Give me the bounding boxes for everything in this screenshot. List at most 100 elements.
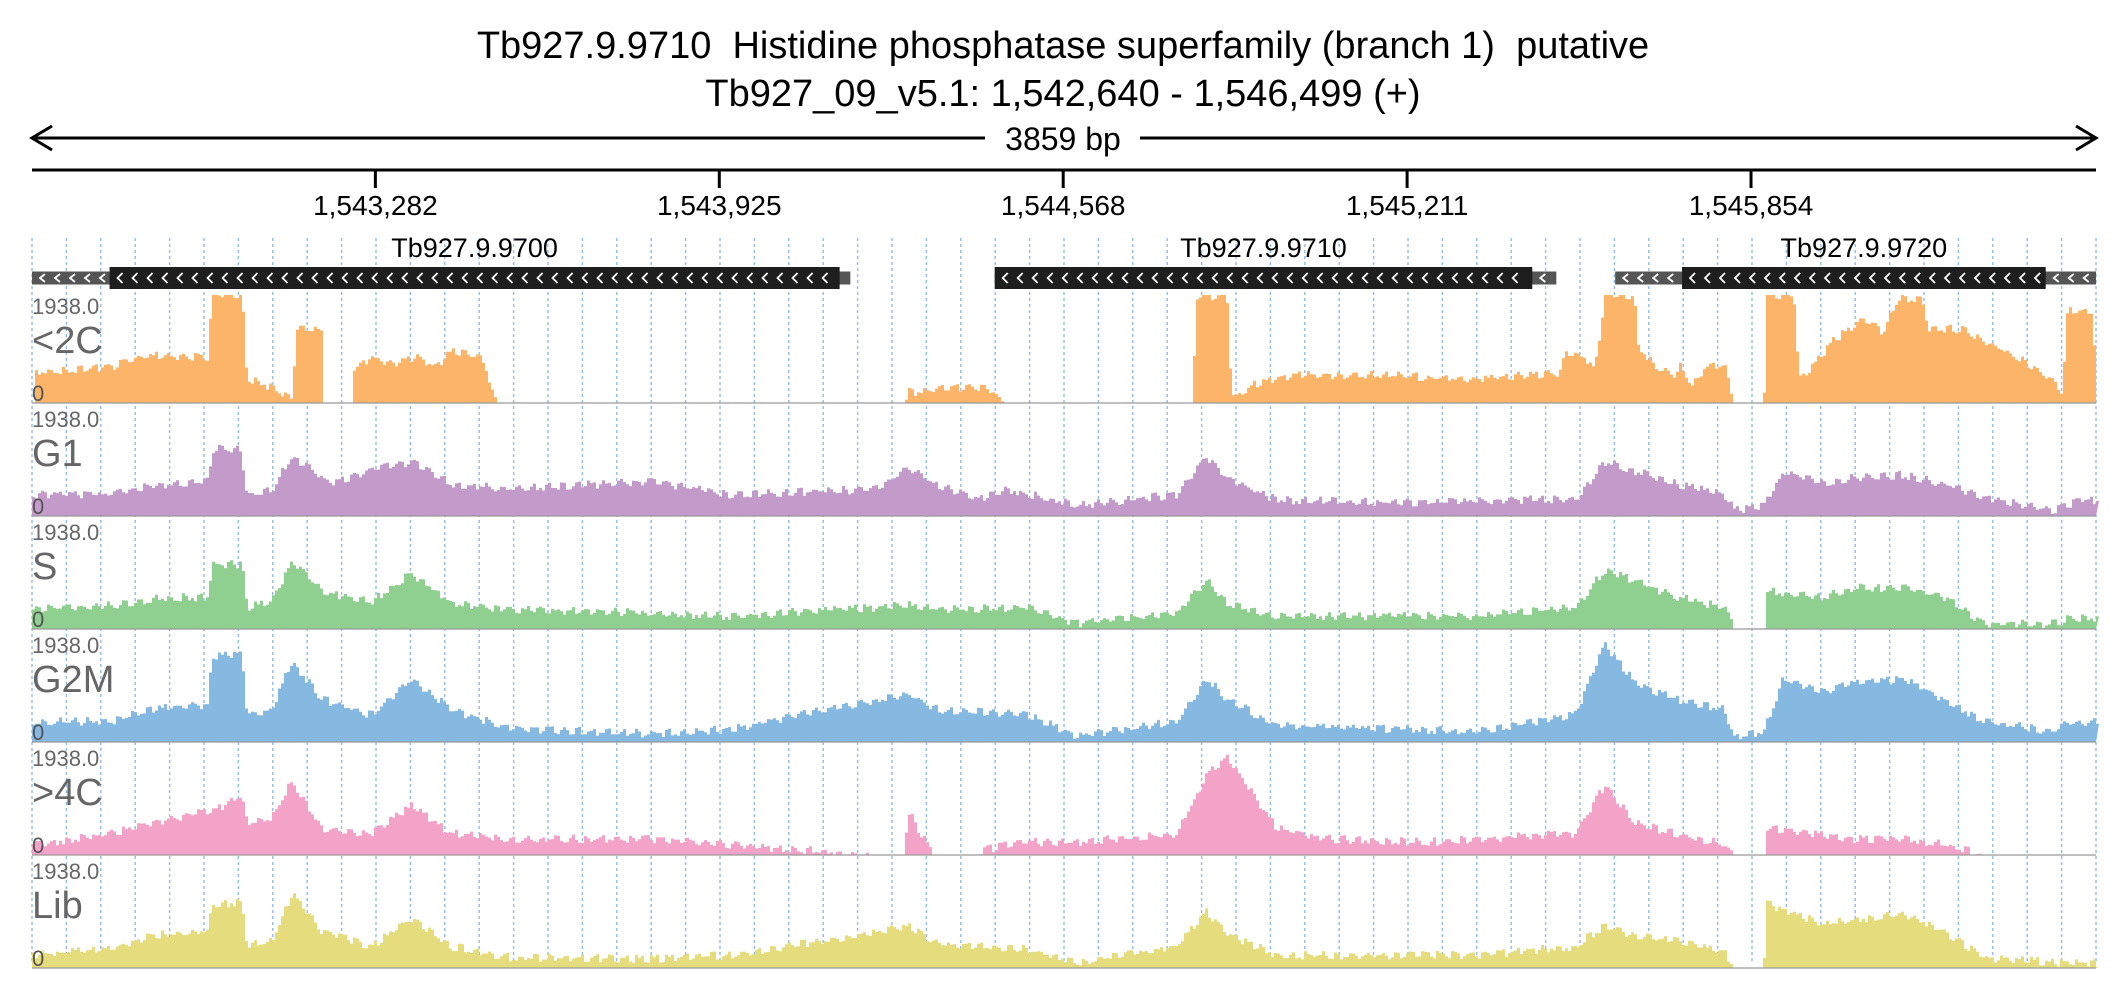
strand-chevron [266,272,274,284]
strand-chevron [1481,272,1489,284]
strand-chevron [1928,272,1936,284]
strand-chevron [251,272,259,284]
strand-chevron [1496,272,1504,284]
strand-chevron [1211,272,1219,284]
strand-chevron [1031,272,1039,284]
strand-chevron [221,272,229,284]
ruler-tick-label: 1,545,854 [1689,190,1814,221]
strand-chevron [2033,272,2041,284]
strand-chevron [1973,272,1981,284]
coverage-area [32,754,2099,855]
strand-chevron [1286,272,1294,284]
strand-chevron [2003,272,2011,284]
strand-chevron [536,272,544,284]
strand-chevron [1406,272,1414,284]
strand-chevron [641,272,649,284]
strand-chevron [1166,272,1174,284]
strand-chevron [1823,272,1831,284]
strand-chevron [1301,272,1309,284]
strand-chevron [776,272,784,284]
strand-chevron [1636,273,1644,283]
strand-chevron [191,272,199,284]
strand-chevron [596,272,604,284]
strand-chevron [1391,272,1399,284]
coordinate-ruler: 1,543,282 1,543,925 1,544,568 1,545,211 1,54… [32,168,2096,221]
strand-chevron [1106,272,1114,284]
gene-model: Tb927.9.9720 [1615,233,2096,289]
strand-chevron [83,273,91,283]
track-name-label: >4C [32,772,103,814]
strand-chevron [791,272,799,284]
strand-chevron [416,272,424,284]
strand-chevron [1898,272,1906,284]
strand-chevron [1271,272,1279,284]
strand-chevron [1361,272,1369,284]
strand-chevron [731,272,739,284]
strand-chevron [656,272,664,284]
strand-arrows [116,272,829,284]
track-name-label: S [32,546,57,588]
strand-chevron [53,273,61,283]
strand-chevron [821,272,829,284]
gene-track: Tb927.9.9700 Tb927.9.9710 Tb927.9.9720 [32,233,2096,289]
strand-chevron [746,272,754,284]
strand-chevron [1226,272,1234,284]
strand-chevron [1076,272,1084,284]
strand-chevron [401,272,409,284]
ruler-tick-label: 1,545,211 [1346,190,1469,221]
strand-arrows [1621,273,1674,283]
track-y-max-label: 1938.0 [32,746,99,771]
track-y-min-label: 0 [32,946,44,971]
track-name-label: Lib [32,885,83,927]
span-indicator: 3859 bp [29,121,2099,157]
coverage-area [32,893,2099,968]
chart-title-gene: Tb927.9.9710 Histidine phosphatase super… [476,25,1650,67]
strand-chevron [1331,272,1339,284]
strand-chevron [1181,272,1189,284]
strand-chevron [1421,272,1429,284]
strand-chevron [1718,272,1726,284]
strand-chevron [68,273,76,283]
strand-chevron [1001,272,1009,284]
strand-chevron [1466,272,1474,284]
strand-chevron [1943,272,1951,284]
track-y-max-label: 1938.0 [32,859,99,884]
coverage-track: 1938.0 0 G1 [32,407,2099,519]
strand-chevron [1436,272,1444,284]
track-y-min-label: 0 [32,607,44,632]
track-y-min-label: 0 [32,833,44,858]
strand-arrows [38,273,106,283]
strand-chevron [1883,272,1891,284]
strand-chevron [446,272,454,284]
strand-chevron [341,272,349,284]
coverage-track: 1938.0 0 <2C [32,294,2099,406]
track-name-label: G2M [32,659,114,701]
strand-chevron [1666,273,1674,283]
chart-title-locus: Tb927_09_v5.1: 1,542,640 - 1,546,499 (+) [705,73,1421,115]
strand-chevron [2018,272,2026,284]
strand-arrows [1538,273,1546,283]
strand-chevron [551,272,559,284]
ruler-tick-label: 1,544,568 [1001,190,1126,221]
ruler-tick-label: 1,543,282 [313,190,438,221]
strand-chevron [1703,272,1711,284]
gene-cds-bar [109,267,840,289]
track-y-min-label: 0 [32,720,44,745]
strand-chevron [356,272,364,284]
gene-model: Tb927.9.9700 [32,233,851,289]
gene-name-label: Tb927.9.9700 [391,233,558,263]
strand-chevron [1091,272,1099,284]
track-y-max-label: 1938.0 [32,407,99,432]
strand-chevron [566,272,574,284]
strand-chevron [98,273,106,283]
coverage-area [32,445,2099,516]
strand-chevron [1061,272,1069,284]
strand-chevron [311,272,319,284]
coverage-tracks: 1938.00<2C1938.00G11938.00S1938.00G2M193… [32,294,2099,971]
strand-chevron [1793,272,1801,284]
strand-chevron [1046,272,1054,284]
strand-chevron [176,272,184,284]
strand-chevron [116,272,124,284]
strand-chevron [1376,272,1384,284]
